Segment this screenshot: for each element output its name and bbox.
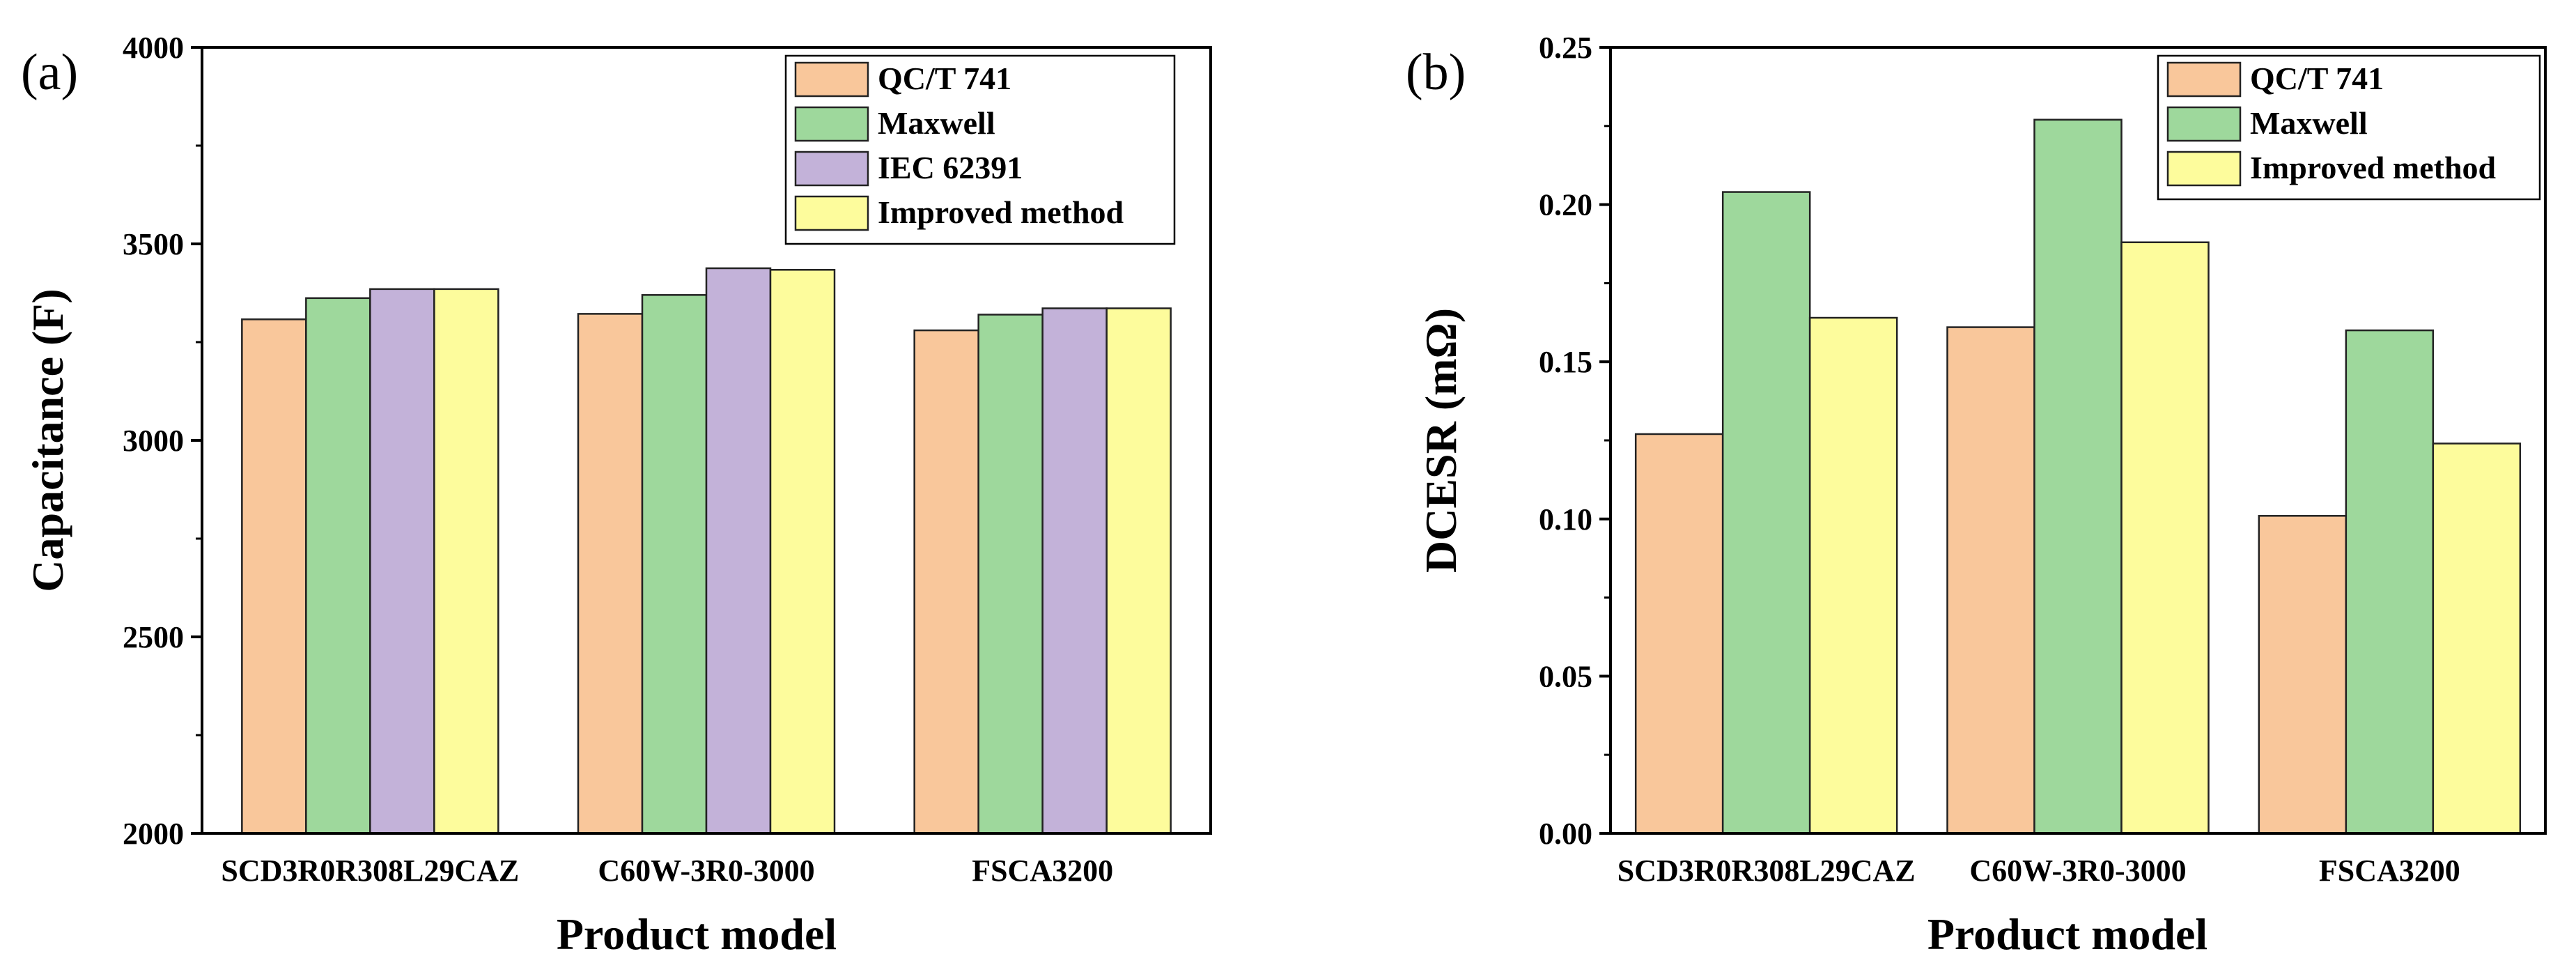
legend-label: Maxwell (2250, 105, 2368, 141)
y-tick-label: 0.00 (1539, 817, 1592, 851)
legend-label: IEC 62391 (878, 150, 1023, 185)
y-tick-label: 0.15 (1539, 345, 1592, 379)
legend-label: Improved method (878, 194, 1124, 230)
chart-panel-b: SCD3R0R308L29CAZ C60W-3R0-3000 FSCA3200 0.0… (1406, 31, 2547, 959)
bar (1041, 307, 1108, 835)
bar (1946, 326, 2035, 835)
bar (433, 288, 499, 835)
legend: QC/T 741 Maxwell IEC 62391 Improved method (784, 54, 1176, 245)
legend-swatch (794, 61, 869, 98)
legend-swatch (794, 106, 869, 142)
y-tick-label: 3500 (123, 227, 184, 261)
bar (2345, 329, 2435, 835)
bar (705, 267, 772, 835)
bar (1105, 307, 1172, 835)
y-tick-label: 3000 (123, 424, 184, 458)
legend-swatch (2166, 106, 2242, 142)
bar (241, 318, 307, 835)
y-axis-title: DCESR (mΩ) (1416, 308, 1466, 573)
bar (369, 288, 435, 835)
y-tick-label: 0.25 (1539, 31, 1592, 65)
panel-label: (b) (1406, 44, 1466, 101)
x-tick-label: SCD3R0R308L29CAZ (1617, 854, 1916, 888)
y-axis-title: Capacitance (F) (23, 288, 72, 592)
legend: QC/T 741 Maxwell Improved method (2157, 54, 2541, 201)
bar (577, 313, 644, 835)
legend-label: QC/T 741 (878, 61, 1011, 96)
legend-label: Improved method (2250, 150, 2497, 185)
legend-swatch (794, 195, 869, 231)
y-tick-label: 2000 (123, 817, 184, 851)
bar (913, 329, 979, 835)
legend-label: Maxwell (878, 105, 995, 141)
y-tick-label: 4000 (123, 31, 184, 65)
bar (641, 294, 708, 835)
bar (1634, 433, 1724, 835)
bar (769, 268, 836, 835)
bar (305, 297, 371, 835)
x-tick-label: SCD3R0R308L29CAZ (221, 854, 519, 888)
bar (2120, 241, 2210, 835)
bar (1808, 316, 1898, 835)
y-tick-label: 0.05 (1539, 659, 1592, 693)
x-tick-label: C60W-3R0-3000 (1969, 854, 2186, 888)
legend-swatch (794, 151, 869, 187)
y-tick-label: 2500 (123, 620, 184, 654)
y-tick-label: 0.20 (1539, 188, 1592, 222)
chart-panel-a: SCD3R0R308L29CAZ C60W-3R0-3000 FSCA3200 200… (21, 31, 1212, 959)
x-tick-label: FSCA3200 (2319, 854, 2460, 888)
bar (2258, 515, 2348, 835)
legend-label: QC/T 741 (2250, 61, 2384, 96)
x-tick-label: C60W-3R0-3000 (598, 854, 814, 888)
x-tick-label: FSCA3200 (972, 854, 1113, 888)
legend-swatch (2166, 151, 2242, 187)
bar (2432, 442, 2522, 835)
bar (2033, 118, 2123, 835)
y-tick-label: 0.10 (1539, 502, 1592, 537)
panel-label: (a) (21, 44, 78, 101)
x-axis-title: Product model (557, 909, 837, 959)
bar (1721, 191, 1811, 835)
x-axis-title: Product model (1927, 909, 2208, 959)
legend-swatch (2166, 61, 2242, 98)
bar (977, 314, 1043, 835)
